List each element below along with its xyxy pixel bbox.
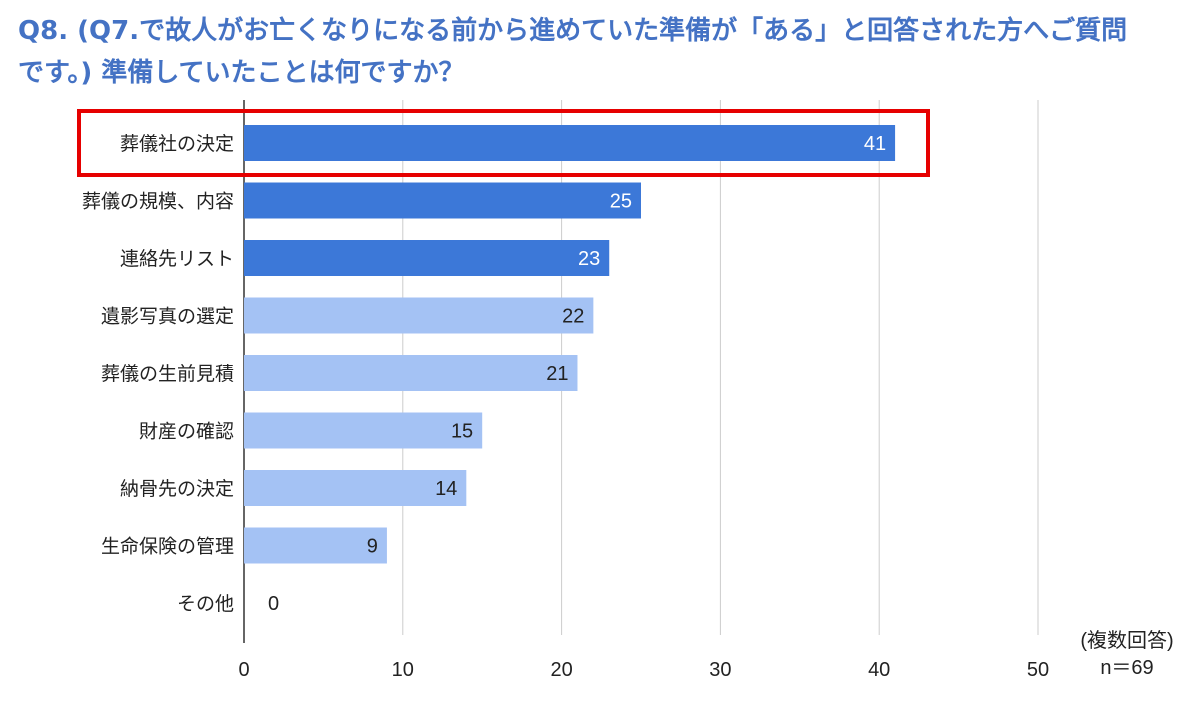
value-label-1: 25 xyxy=(610,191,632,213)
x-tick-label-50: 50 xyxy=(1027,659,1049,681)
category-label-6: 納骨先の決定 xyxy=(120,478,234,500)
bar-0 xyxy=(244,125,896,161)
category-label-7: 生命保険の管理 xyxy=(101,536,234,558)
x-axis-tick-labels: 0 10 20 30 40 50 xyxy=(238,659,1049,681)
data-labels: 41 25 23 22 21 15 14 9 0 xyxy=(268,133,886,615)
category-label-3: 遺影写真の選定 xyxy=(101,306,234,328)
sample-size-note: n＝69 xyxy=(1100,657,1154,679)
category-label-4: 葬儀の生前見積 xyxy=(101,363,234,385)
bar-5 xyxy=(244,412,483,449)
bar-4 xyxy=(244,355,578,391)
x-tick-label-30: 30 xyxy=(709,659,731,681)
value-label-0: 41 xyxy=(864,133,886,155)
x-tick-label-0: 0 xyxy=(238,659,249,681)
category-label-8: その他 xyxy=(177,593,234,615)
bar-1 xyxy=(244,182,641,219)
category-label-1: 葬儀の規模、内容 xyxy=(82,191,234,213)
chart-title-line-1: Q8. (Q7.で故人がお亡くなりになる前から進めていた準備が「ある」と回答され… xyxy=(18,16,1128,46)
category-label-0: 葬儀社の決定 xyxy=(120,133,234,155)
value-label-8: 0 xyxy=(268,593,279,615)
value-label-7: 9 xyxy=(367,536,378,558)
category-label-2: 連絡先リスト xyxy=(120,248,234,270)
value-label-2: 23 xyxy=(578,248,600,270)
chart-title: Q8. (Q7.で故人がお亡くなりになる前から進めていた準備が「ある」と回答され… xyxy=(18,10,1188,94)
bars xyxy=(244,125,896,564)
x-tick-label-20: 20 xyxy=(550,659,572,681)
value-label-6: 14 xyxy=(435,478,457,500)
bar-2 xyxy=(244,240,610,276)
x-tick-label-10: 10 xyxy=(392,659,414,681)
value-label-4: 21 xyxy=(546,363,568,385)
highlight-box xyxy=(77,109,930,177)
bar-6 xyxy=(244,470,467,506)
value-label-3: 22 xyxy=(562,306,584,328)
category-labels: 葬儀社の決定葬儀の規模、内容連絡先リスト遺影写真の選定葬儀の生前見積財産の確認納… xyxy=(82,133,234,615)
response-note: (複数回答) n＝69 xyxy=(1062,628,1192,682)
highlight-box-layer xyxy=(77,109,930,177)
chart-title-line-2: です。) 準備していたことは何ですか？ xyxy=(18,58,465,88)
x-tick-label-40: 40 xyxy=(868,659,890,681)
category-label-5: 財産の確認 xyxy=(139,421,234,443)
value-label-5: 15 xyxy=(451,421,473,443)
multiple-answer-note: (複数回答) xyxy=(1080,630,1174,652)
bar-7 xyxy=(244,527,387,564)
bar-3 xyxy=(244,297,594,334)
